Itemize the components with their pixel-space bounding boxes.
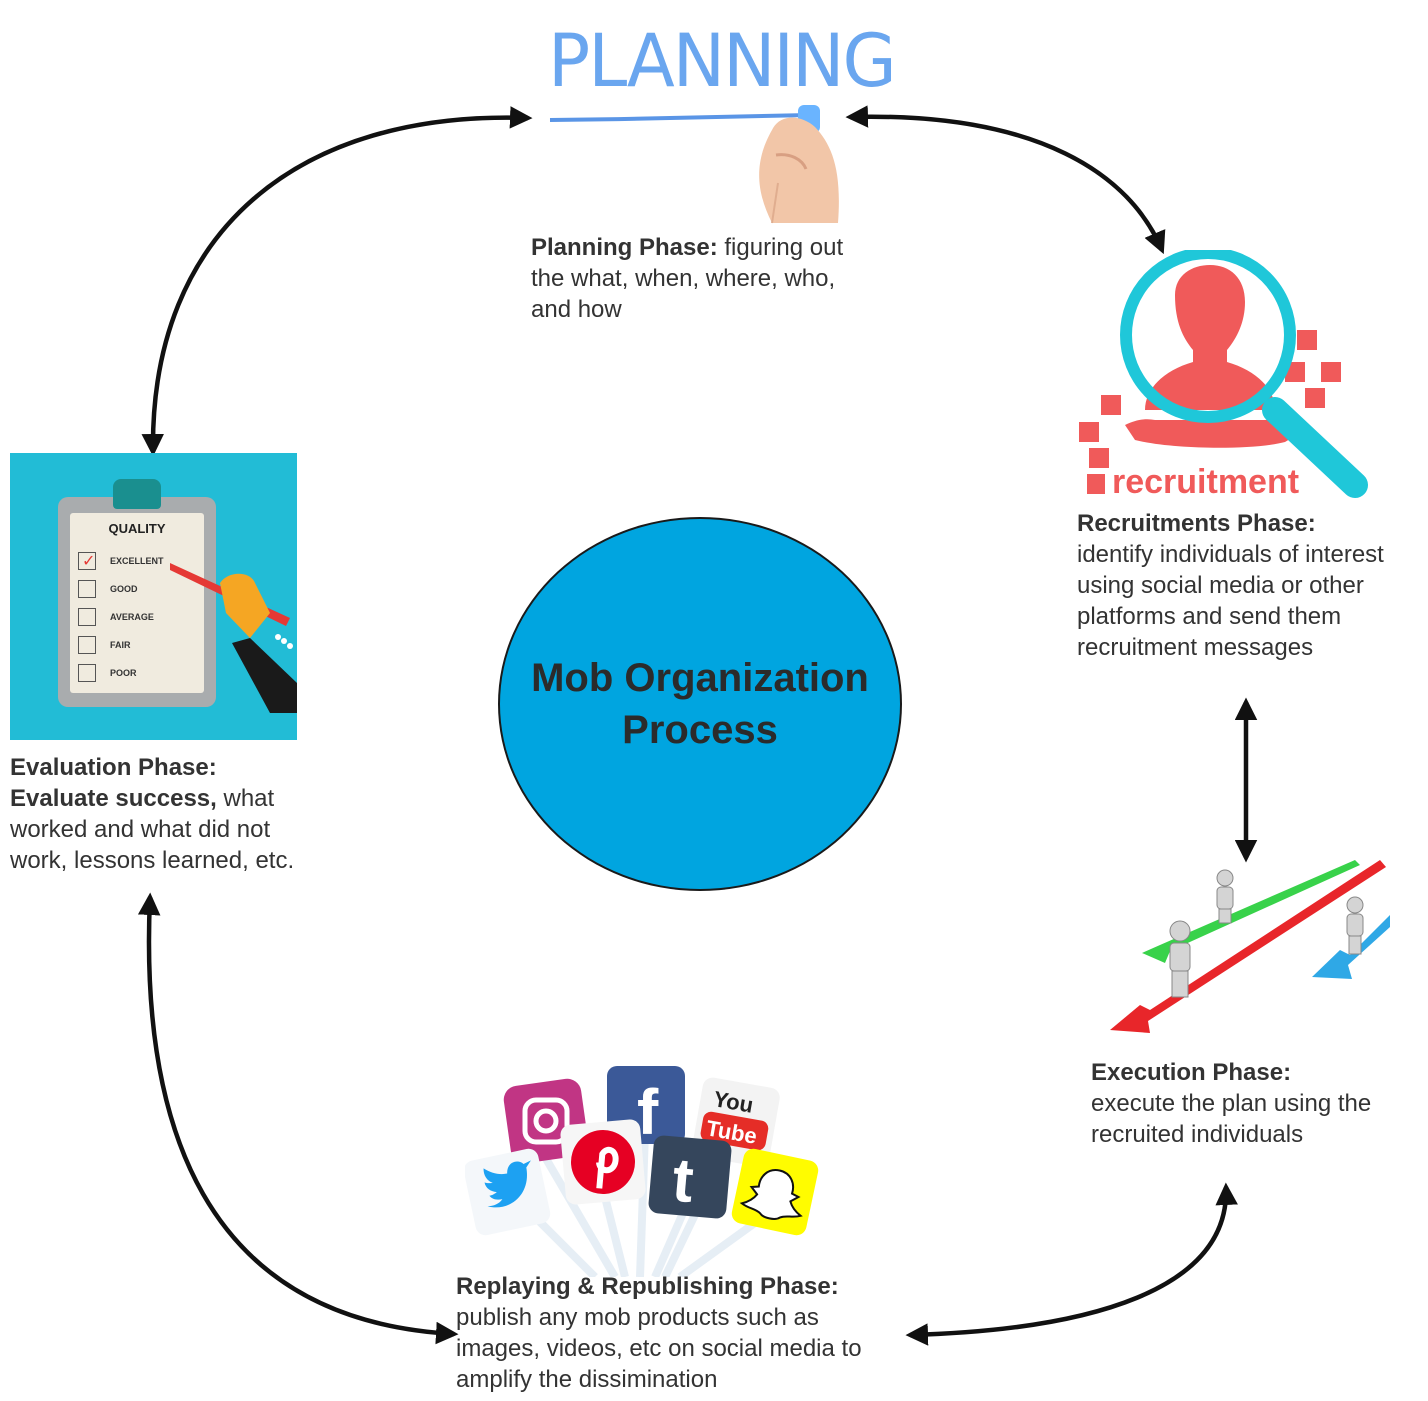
pixel-square [1079,422,1099,442]
pencil-hand-icon [170,563,297,713]
clipboard-clip [113,479,161,509]
arrow-planning-recruitment [845,105,1166,255]
planning-body: figuring out the what, when, where, who,… [531,234,844,323]
clipboard-option: GOOD [78,575,164,603]
replaying-body: publish any mob products such as images,… [456,1304,862,1393]
evaluation-body: what worked and what did not work, lesso… [10,785,295,874]
figure-legs [1348,935,1362,955]
pixel-square [1297,330,1317,350]
figure-body [1216,886,1234,910]
pixel-square [1089,448,1109,468]
arrow-planning-evaluation [141,106,533,457]
pixel-square [1087,474,1105,494]
arrow-execution-replaying [905,1182,1238,1346]
clipboard-option: POOR [78,659,164,687]
clipboard-option: AVERAGE [78,603,164,631]
recruitment-phase-text: Recruitments Phase: identify individuals… [1077,508,1422,663]
figure-body [1346,913,1364,937]
clipboard-title: QUALITY [108,521,166,536]
checkbox [78,636,96,654]
evaluation-phase-text: Evaluation Phase: Evaluate success, what… [10,752,330,876]
recruitment-body: identify individuals of interest using s… [1077,541,1384,661]
figure-legs [1171,970,1189,998]
recruitment-heading: Recruitments Phase: [1077,510,1316,537]
checkbox [78,580,96,598]
replaying-heading: Replaying & Republishing Phase: [456,1273,839,1300]
arrow-evaluation-replaying [137,892,459,1345]
clipboard-option: FAIR [78,631,164,659]
figure-head [1346,896,1364,914]
pinterest-icon [560,1119,646,1205]
pixel-square [1305,388,1325,408]
evaluation-heading-2: Evaluate success, [10,785,217,812]
pixel-square [1101,395,1121,415]
svg-text:f: f [637,1076,659,1148]
recruitment-word-image: recruitment [1112,463,1300,501]
clipboard-paper: QUALITY ✓ EXCELLENT GOOD AVERAGE FAIR [70,513,204,693]
execution-body: execute the plan using the recruited ind… [1091,1090,1372,1148]
figure-body [1169,942,1191,972]
evaluation-heading: Evaluation Phase: [10,754,217,781]
social-media-signs-image: f You Tube t [465,1066,819,1277]
planning-hand-image [549,105,839,224]
checkbox-checked: ✓ [78,551,96,570]
planning-phase-text: Planning Phase: figuring out the what, w… [531,232,861,325]
checkbox [78,608,96,626]
execution-heading: Execution Phase: [1091,1059,1292,1086]
execution-phase-text: Execution Phase: execute the plan using … [1091,1057,1401,1150]
pixel-square [1321,362,1341,382]
check-mark-icon: ✓ [82,551,96,570]
planning-heading: Planning Phase: [531,234,718,261]
pixel-square [1285,362,1305,382]
replaying-phase-text: Replaying & Republishing Phase: publish … [456,1271,906,1395]
figure-head [1216,869,1234,887]
planning-word-image: PLANNING [548,17,897,105]
evaluation-clipboard-image: QUALITY ✓ EXCELLENT GOOD AVERAGE FAIR [10,453,297,740]
recruitment-magnifier-image [1079,250,1368,498]
figure-head [1169,920,1191,942]
twitter-icon [465,1148,551,1236]
checkbox [78,664,96,682]
snapchat-icon [731,1148,819,1236]
figure-legs [1218,908,1232,924]
clipboard-options: ✓ EXCELLENT GOOD AVERAGE FAIR POOR [78,547,164,687]
clipboard-option: ✓ EXCELLENT [78,547,164,575]
center-title: Mob Organization Process [531,656,869,752]
center-circle: Mob Organization Process [498,517,902,891]
execution-arrows-image [1110,860,1390,1033]
tumblr-icon: t [648,1135,732,1219]
